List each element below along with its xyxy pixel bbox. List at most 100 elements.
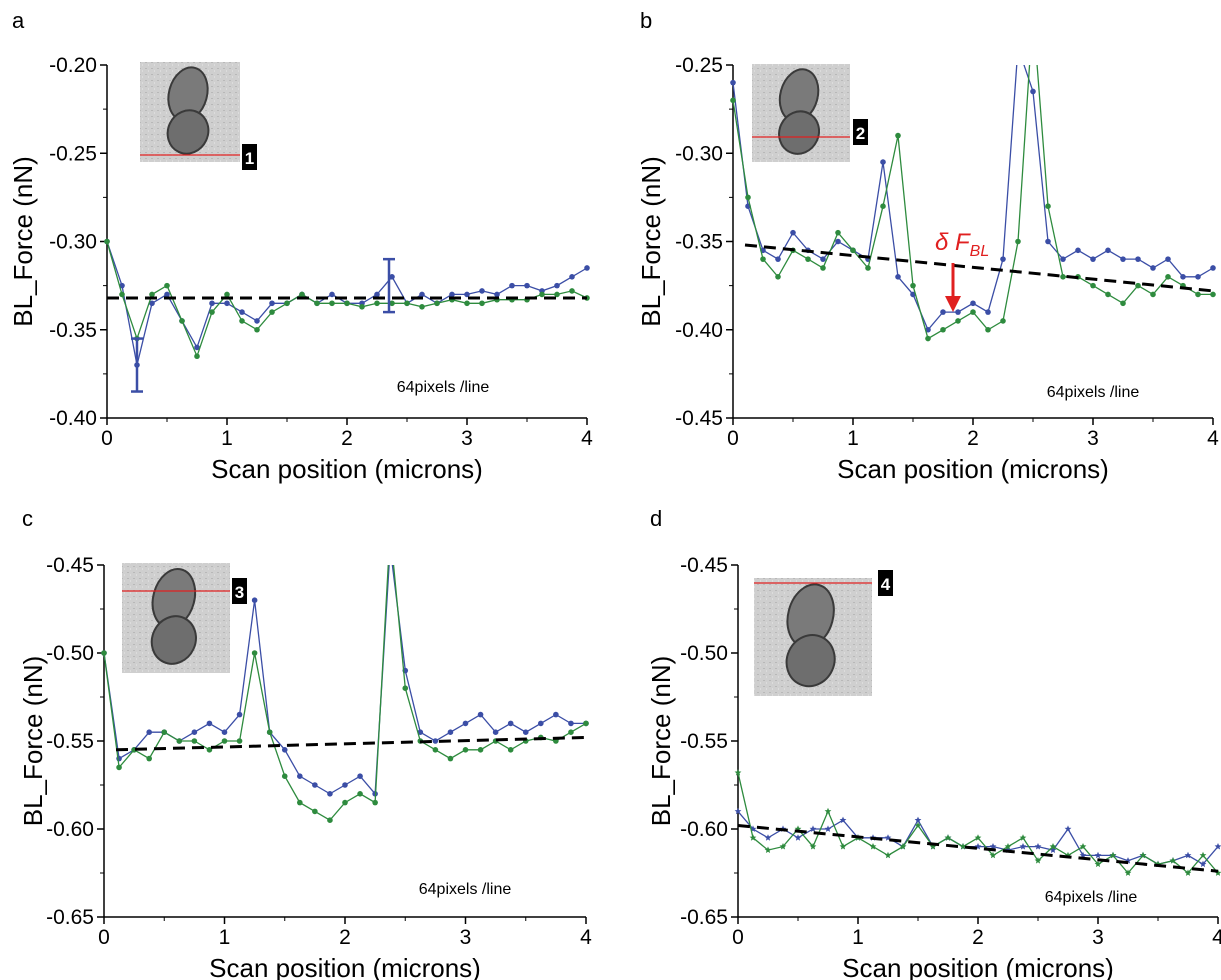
point	[553, 711, 559, 718]
point	[1079, 851, 1087, 859]
point	[568, 720, 574, 727]
series-line	[737, 772, 1219, 875]
point	[194, 344, 200, 351]
point	[387, 545, 393, 551]
panel: d -0.65 -0.60 -0.55 -0.50 -0.45 0 1 2 3 4 Scan posi…	[646, 506, 1221, 980]
point	[239, 309, 245, 315]
point	[944, 834, 952, 841]
point	[940, 326, 946, 333]
point	[164, 282, 170, 289]
point	[749, 834, 757, 841]
inset-label: 1	[245, 149, 254, 168]
y-tick-label: -0.40	[675, 319, 723, 342]
point	[236, 738, 243, 744]
x-tick-label: 2	[967, 427, 979, 450]
point	[479, 300, 485, 307]
point	[434, 300, 440, 307]
point	[462, 747, 469, 753]
point	[206, 720, 213, 727]
point	[372, 799, 378, 806]
trend-line	[737, 824, 1219, 873]
point	[1045, 238, 1051, 245]
x-tick-label: 3	[1092, 926, 1104, 949]
point	[820, 256, 826, 262]
annotation: δ FBL	[935, 229, 989, 260]
point	[809, 843, 817, 850]
point	[119, 282, 125, 289]
point	[1019, 834, 1027, 841]
y-tick-label: -0.60	[46, 818, 94, 841]
y-tick-label: -0.25	[49, 142, 97, 165]
trend-line	[744, 243, 1214, 293]
point	[970, 300, 976, 307]
point	[1124, 869, 1132, 876]
note: 64pixels /line	[1045, 889, 1138, 906]
point	[239, 318, 245, 324]
point	[569, 288, 575, 294]
point	[449, 291, 455, 298]
point	[254, 318, 260, 324]
x-tick-label: 3	[460, 926, 472, 949]
inset-label-box	[232, 578, 247, 604]
point	[209, 300, 215, 307]
x-axis-title: Scan position (microns)	[837, 454, 1109, 484]
inset-image: 1	[140, 62, 257, 170]
point	[730, 79, 736, 86]
point	[1105, 291, 1111, 298]
point	[447, 729, 454, 735]
point	[809, 825, 817, 832]
annotation-text: δ F	[935, 229, 971, 256]
point	[1060, 256, 1066, 262]
point	[1180, 274, 1186, 280]
point	[419, 291, 425, 298]
point	[764, 834, 772, 841]
point	[191, 729, 198, 735]
x-tick-label: 1	[219, 926, 231, 949]
point	[974, 834, 982, 841]
point	[104, 238, 110, 245]
point	[462, 720, 469, 727]
point	[1030, 88, 1036, 95]
point	[191, 738, 198, 744]
point	[568, 729, 574, 735]
x-axis-title: Scan position (microns)	[211, 454, 483, 484]
point	[1030, 9, 1036, 15]
x-tick-label: 2	[341, 427, 353, 450]
point	[266, 729, 273, 735]
inset-label: 2	[856, 124, 865, 143]
point	[1034, 857, 1042, 864]
point	[522, 729, 529, 735]
y-tick-label: -0.55	[46, 730, 94, 753]
point	[1120, 256, 1126, 262]
point	[1195, 291, 1201, 298]
point	[584, 265, 590, 271]
point	[1060, 274, 1066, 280]
point	[312, 808, 318, 815]
point	[734, 769, 742, 776]
point	[1150, 291, 1156, 298]
cell	[778, 110, 821, 155]
point	[176, 738, 183, 744]
point	[342, 782, 348, 788]
x-tick-label: 3	[461, 427, 473, 450]
point	[1184, 851, 1192, 859]
point	[775, 274, 781, 280]
y-tick-label: -0.20	[49, 54, 97, 77]
y-axis-title: BL_Force (nN)	[646, 656, 676, 827]
y-tick-label: -0.45	[680, 554, 728, 577]
point	[314, 300, 320, 307]
panel: b -0.45 -0.40 -0.35 -0.30 -0.25 0 1 2 3 4 Scan posi…	[636, 8, 1219, 484]
point	[357, 791, 363, 797]
annotation-subscript: BL	[970, 243, 990, 260]
point	[1184, 869, 1192, 876]
point	[734, 807, 742, 815]
y-tick-label: -0.35	[49, 319, 97, 342]
point	[1214, 843, 1221, 850]
point	[884, 851, 892, 859]
point	[179, 318, 185, 324]
point	[775, 256, 781, 262]
point	[880, 159, 886, 165]
point	[955, 309, 961, 315]
point	[194, 353, 200, 360]
point	[790, 229, 796, 236]
